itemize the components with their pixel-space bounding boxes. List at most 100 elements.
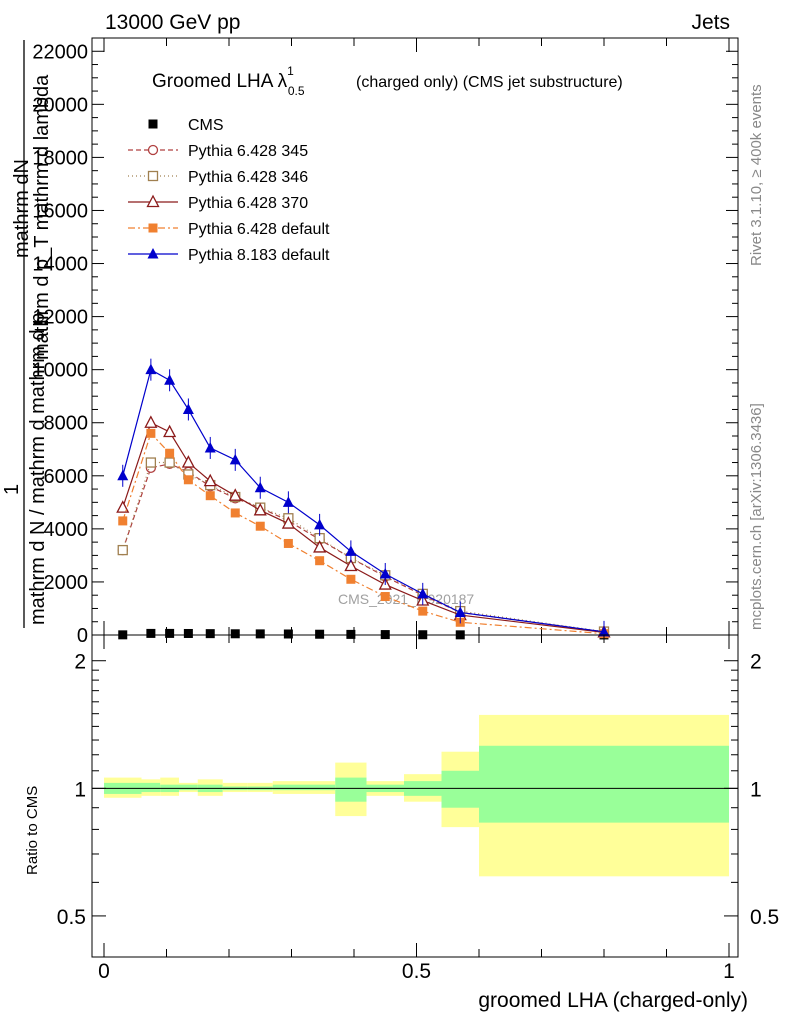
data-point [145, 363, 157, 375]
ratio-bands [104, 714, 729, 877]
ratio-inner-band [335, 777, 367, 802]
ratio-plot: 0.5 0.5 1 1 2 2 0 0.5 1 Ratio to CMS groomed LHA… [24, 634, 779, 1012]
data-point [145, 457, 157, 468]
y-tick-label: 10000 [32, 360, 88, 382]
y-label-line3: 1 [1, 484, 23, 495]
data-point [253, 502, 267, 516]
data-point [165, 628, 175, 638]
ratio-inner-band [304, 784, 336, 791]
legend: CMS Pythia 6.428 345 Pythia 6.428 346 Pythi… [128, 117, 330, 264]
data-point [344, 558, 358, 572]
ratio-y-tick-label-right: 1 [750, 778, 762, 801]
data-point [314, 518, 326, 530]
data-point [230, 629, 240, 639]
data-point [182, 403, 194, 414]
data-point [146, 628, 156, 638]
data-point [346, 574, 356, 584]
x-tick-label: 1 [723, 960, 735, 983]
legend-label: Pythia 6.428 370 [188, 195, 308, 212]
y-axis-label: mathrm dN mathrm d p_T mathrm d lambda 1… [1, 40, 53, 628]
x-tick-label: 0 [98, 960, 110, 983]
y-tick-label: 16000 [32, 200, 88, 222]
ratio-inner-band [272, 784, 304, 791]
data-point [283, 629, 293, 639]
legend-marker [148, 223, 158, 233]
data-point [181, 455, 195, 468]
data-point [203, 473, 217, 487]
data-point [144, 415, 158, 428]
data-point [183, 628, 193, 638]
chart-title-suffix: (charged only) (CMS jet substructure) [356, 74, 623, 91]
y-tick-label: 4000 [44, 519, 89, 541]
y-label-line4: mathrm d N / mathrm d mathrm d p [27, 313, 49, 625]
mcplots-label: mcplots.cern.ch [arXiv:1306.3436] [748, 403, 765, 630]
data-point [315, 556, 325, 566]
y-tick-label: 14000 [32, 254, 88, 276]
legend-marker [146, 194, 160, 208]
data-point [117, 469, 129, 481]
chart-title: Groomed LHA λ1 0.5 [152, 64, 305, 98]
data-point [204, 441, 216, 453]
legend-label: CMS [188, 117, 224, 134]
legend-label: Pythia 6.428 345 [188, 143, 308, 160]
data-point [164, 457, 175, 468]
ratio-y-tick-label-left: 2 [74, 651, 86, 674]
data-point [380, 592, 390, 602]
legend-label: Pythia 6.428 346 [188, 169, 308, 186]
legend-marker [148, 119, 158, 129]
data-point [164, 374, 176, 385]
y-tick-label: 6000 [44, 466, 89, 488]
data-point [345, 545, 357, 556]
data-point [116, 500, 130, 513]
data-point [598, 625, 610, 637]
y-tick-label: 22000 [32, 41, 88, 63]
data-point [255, 629, 265, 639]
ratio-inner-band [479, 745, 729, 823]
data-point [417, 587, 429, 599]
legend-label: Pythia 6.428 default [188, 221, 330, 238]
data-point [205, 629, 215, 639]
main-series [116, 358, 611, 643]
data-point [118, 516, 128, 526]
ratio-inner-band [141, 782, 161, 793]
ratio-y-tick-label-right: 2 [750, 651, 762, 674]
data-point [283, 538, 293, 548]
y-label-line2: mathrm d p_T mathrm d lambda [31, 74, 53, 360]
data-point [315, 629, 325, 639]
y-tick-label: 2000 [44, 572, 89, 594]
y-tick-label: 20000 [32, 94, 88, 116]
y-tick-label: 12000 [32, 307, 88, 329]
header-left: 13000 GeV pp [105, 11, 240, 34]
data-point [379, 567, 391, 579]
data-point [418, 606, 428, 616]
ratio-inner-band [441, 770, 479, 808]
y-tick-label: 18000 [32, 147, 88, 169]
data-point [281, 516, 295, 529]
data-point [163, 424, 177, 438]
data-point [183, 475, 193, 485]
x-tick-label: 0.5 [402, 960, 431, 983]
header-right: Jets [691, 11, 730, 34]
data-point [454, 606, 466, 617]
chart-title-sup: 1 [287, 64, 294, 78]
series-line [122, 463, 605, 633]
ratio-y-tick-label-left: 1 [74, 778, 86, 801]
legend-marker [147, 144, 159, 156]
y-tick-label: 8000 [44, 413, 89, 435]
ratio-frame [91, 634, 739, 958]
ratio-y-tick-label-right: 0.5 [750, 906, 779, 929]
data-point [230, 508, 240, 518]
data-point [282, 496, 294, 507]
data-point [254, 481, 266, 493]
legend-marker [147, 248, 159, 259]
ratio-y-tick-label-left: 0.5 [57, 906, 86, 929]
data-point [228, 488, 242, 501]
data-point [146, 428, 156, 438]
data-point [346, 629, 356, 639]
rivet-label: Rivet 3.1.10, ≥ 400k events [748, 84, 765, 266]
ratio-ticks: 0.5 0.5 1 1 2 2 0 0.5 1 [57, 635, 779, 983]
data-point [229, 453, 241, 465]
y-tick-label: 0 [77, 625, 88, 647]
legend-marker [147, 170, 159, 182]
